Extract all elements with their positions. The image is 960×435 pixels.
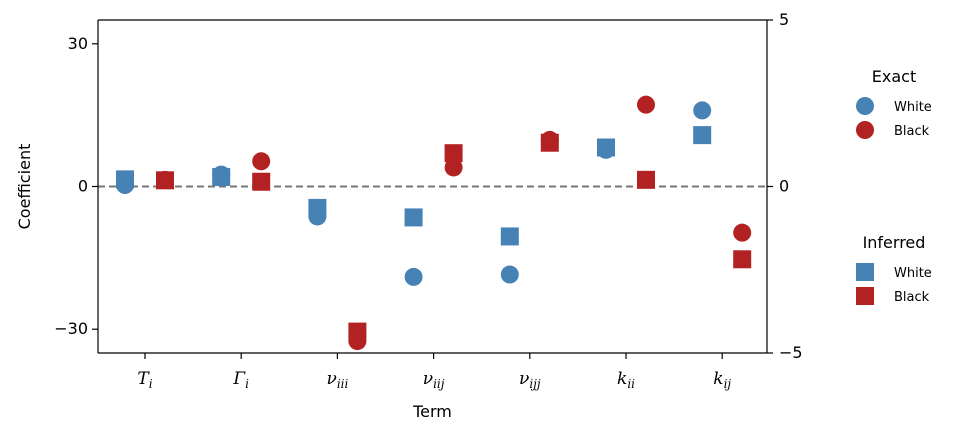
inferred-white-point-2: [308, 198, 327, 217]
chart-axes: −30 0 30 −5 0 5 Ti Γi νiii νiij νijj kii kij Term Coef…: [15, 10, 803, 421]
x-axis-label: Term: [412, 402, 452, 421]
x-tick-label: νiii: [326, 369, 348, 391]
legend-title-inferred: Inferred: [863, 233, 926, 252]
inferred-white-point-0: [116, 170, 134, 189]
exact-black-point-1: [252, 152, 271, 171]
exact-white-point-4: [500, 265, 519, 284]
exact-white-point-3: [404, 267, 423, 286]
exact-white-point-6: [693, 101, 712, 120]
inferred-white-point-4: [500, 227, 519, 246]
secondary-y-tick-label: 0: [779, 177, 789, 196]
inferred-white-point-6: [693, 126, 712, 145]
y-tick-label: −30: [54, 319, 88, 338]
exact-black-point-3: [444, 158, 463, 177]
inferred-black-point-2: [348, 322, 367, 341]
legend-inferred-black-label: Black: [894, 290, 930, 305]
exact-black-point-6: [733, 223, 752, 242]
legend-exact-white-marker: [856, 97, 874, 115]
y-axis-label: Coefficient: [15, 144, 34, 230]
x-tick-label: Γi: [232, 369, 249, 391]
legend-exact-black-marker: [856, 121, 874, 139]
inferred-black-point-1: [252, 172, 271, 191]
legend-title-exact: Exact: [872, 67, 916, 86]
legend-inferred-white-label: White: [894, 266, 932, 281]
x-tick-label: νiij: [423, 369, 445, 391]
legend-inferred-black-marker: [856, 287, 874, 305]
x-tick-label: νijj: [519, 369, 541, 391]
y-tick-label: 0: [78, 177, 88, 196]
legend-exact-black-label: Black: [894, 124, 930, 139]
legend-exact-white-label: White: [894, 100, 932, 115]
inferred-black-point-6: [733, 250, 752, 269]
inferred-white-point-3: [404, 208, 423, 227]
legend-inferred-white-marker: [856, 263, 874, 281]
x-tick-label: Ti: [137, 369, 152, 391]
chart-legend: Exact White Black Inferred White Black: [856, 67, 932, 305]
x-tick-label: kii: [617, 369, 635, 391]
x-tick-label: kij: [713, 369, 731, 391]
y-tick-label: 30: [68, 34, 88, 53]
inferred-black-point-5: [637, 170, 655, 189]
inferred-black-point-3: [444, 144, 463, 163]
inferred-white-point-1: [212, 167, 231, 186]
chart-marks: [98, 95, 767, 351]
secondary-y-tick-label: −5: [779, 343, 803, 362]
secondary-y-tick-label: 5: [779, 10, 789, 29]
inferred-black-point-0: [156, 171, 174, 190]
inferred-black-point-4: [540, 133, 559, 152]
inferred-white-point-5: [597, 138, 615, 157]
exact-black-point-5: [637, 95, 655, 114]
